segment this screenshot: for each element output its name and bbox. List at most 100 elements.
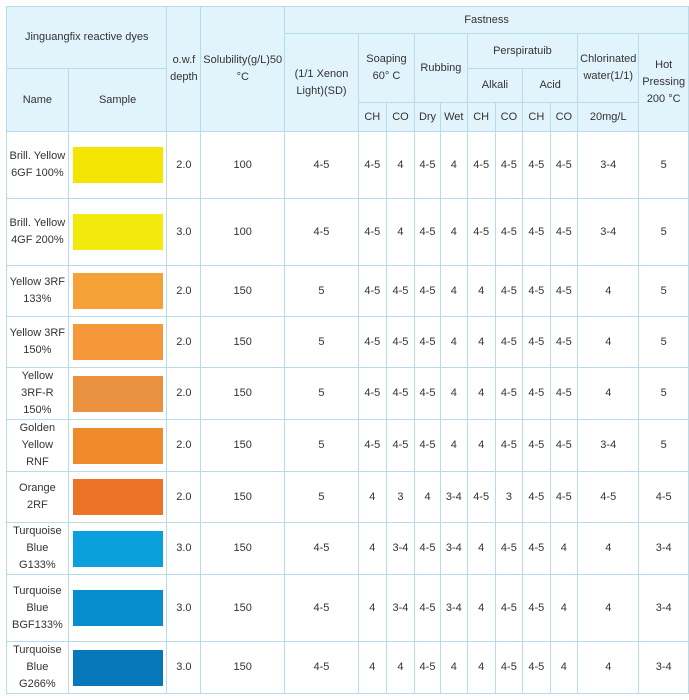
dye-name: Golden Yellow RNF [6, 419, 69, 472]
acid-ch-value: 4-5 [522, 522, 551, 575]
solubility-value: 150 [200, 641, 286, 694]
soaping-ch-value: 4-5 [357, 367, 387, 420]
acid-ch-value: 4-5 [522, 367, 551, 420]
sample-cell [67, 198, 168, 266]
rubbing-dry-value: 4-5 [414, 316, 441, 368]
reactive-dyes-fastness-table: Jinguangfix reactive dyes o.w.f depth So… [5, 6, 689, 694]
soaping-ch-value: 4-5 [357, 131, 387, 199]
alkali-ch-value: 4 [466, 367, 496, 420]
hot-pressing-value: 3-4 [638, 522, 689, 575]
soaping-header: Soaping 60° C [357, 33, 416, 103]
sample-cell [67, 641, 168, 694]
acid-co-value: 4-5 [549, 367, 579, 420]
light-fastness-value: 4-5 [284, 131, 359, 199]
alkali-ch-value: 4 [466, 265, 496, 317]
dye-name: Orange 2RF [6, 471, 69, 523]
chlorinated-water-header: Chlorinated water(1/1) [577, 33, 640, 103]
owf-depth-value: 3.0 [166, 641, 202, 694]
soaping-ch-value: 4-5 [357, 198, 387, 266]
owf-depth-value: 2.0 [166, 419, 202, 472]
chlorinated-water-value: 4 [577, 641, 640, 694]
dye-name: Brill. Yellow 4GF 200% [6, 198, 69, 266]
solubility-value: 150 [200, 471, 286, 523]
alkali-ch-value: 4 [466, 522, 496, 575]
owf-depth-value: 3.0 [166, 522, 202, 575]
rubbing-wet-value: 4 [439, 641, 468, 694]
soaping-co-value: 4 [385, 131, 416, 199]
hot-pressing-value: 5 [638, 419, 689, 472]
rubbing-dry-value: 4-5 [414, 522, 441, 575]
solubility-value: 150 [200, 367, 286, 420]
owf-depth-header: o.w.f depth [166, 6, 202, 132]
dye-row: Yellow 3RF-R 150% 2.0 150 5 4-5 4-5 4-5 … [6, 367, 689, 420]
solubility-value: 150 [200, 522, 286, 575]
acid-co-value: 4-5 [549, 316, 579, 368]
dye-row: Golden Yellow RNF 2.0 150 5 4-5 4-5 4-5 … [6, 419, 689, 472]
color-swatch [72, 324, 163, 360]
acid-ch-value: 4-5 [522, 316, 551, 368]
rubbing-wet-value: 4 [439, 198, 468, 266]
chlorinated-water-value: 4 [577, 574, 640, 642]
owf-depth-value: 2.0 [166, 367, 202, 420]
chlorinated-water-value: 3-4 [577, 131, 640, 199]
hot-pressing-value: 4-5 [638, 471, 689, 523]
solubility-value: 100 [200, 198, 286, 266]
owf-depth-value: 2.0 [166, 265, 202, 317]
rubbing-wet-value: 3-4 [439, 522, 468, 575]
color-swatch [72, 479, 163, 515]
color-swatch [72, 649, 163, 686]
solubility-value: 100 [200, 131, 286, 199]
rubbing-wet-value: 4 [439, 131, 468, 199]
alkali-ch-value: 4-5 [466, 131, 496, 199]
sample-cell [67, 316, 168, 368]
hot-pressing-value: 5 [638, 198, 689, 266]
rubbing-wet-value: 4 [439, 316, 468, 368]
alkali-co-value: 4-5 [494, 316, 524, 368]
chlorinated-water-value: 3-4 [577, 419, 640, 472]
chlorine-concentration-header: 20mg/L [577, 102, 640, 132]
sample-cell [67, 574, 168, 642]
acid-ch-value: 4-5 [522, 641, 551, 694]
alkali-co-value: 4-5 [494, 265, 524, 317]
alkali-co-value: 4-5 [494, 641, 524, 694]
product-line-header: Jinguangfix reactive dyes [5, 6, 168, 69]
acid-co-value: 4 [549, 522, 579, 575]
sample-cell [67, 419, 168, 472]
rubbing-dry-value: 4-5 [414, 574, 441, 642]
rubbing-wet-value: 3-4 [439, 574, 468, 642]
soaping-co-value: 4 [385, 641, 416, 694]
hot-pressing-value: 3-4 [638, 574, 689, 642]
sample-cell [67, 265, 168, 317]
acid-co-value: 4-5 [549, 419, 579, 472]
acid-ch-value: 4-5 [522, 471, 551, 523]
rubbing-header: Rubbing [414, 33, 468, 103]
acid-header: Acid [522, 68, 579, 103]
solubility-value: 150 [200, 316, 286, 368]
alkali-co-value: 3 [494, 471, 524, 523]
alkali-co-value: 4-5 [494, 131, 524, 199]
light-fastness-value: 4-5 [284, 574, 359, 642]
sample-cell [67, 131, 168, 199]
dye-row: Turquoise Blue G133% 3.0 150 4-5 4 3-4 4… [6, 522, 689, 575]
soaping-co-value: 3-4 [385, 522, 416, 575]
soaping-co-value: 3-4 [385, 574, 416, 642]
soaping-ch-value: 4 [357, 471, 387, 523]
light-fastness-value: 4-5 [284, 198, 359, 266]
light-fastness-value: 5 [284, 419, 359, 472]
color-swatch [72, 214, 163, 250]
acid-co-value: 4-5 [549, 265, 579, 317]
soaping-ch-value: 4-5 [357, 265, 387, 317]
sample-cell [67, 367, 168, 420]
acid-co-header: CO [549, 102, 579, 132]
owf-depth-value: 2.0 [166, 316, 202, 368]
hot-pressing-value: 5 [638, 316, 689, 368]
dye-row: Brill. Yellow 4GF 200% 3.0 100 4-5 4-5 4… [6, 198, 689, 266]
soaping-ch-value: 4 [357, 641, 387, 694]
light-fastness-value: 5 [284, 316, 359, 368]
color-swatch [72, 147, 163, 183]
dye-name: Yellow 3RF 133% [6, 265, 69, 317]
alkali-ch-header: CH [466, 102, 496, 132]
rubbing-dry-value: 4-5 [414, 367, 441, 420]
alkali-ch-value: 4 [466, 316, 496, 368]
rubbing-wet-value: 4 [439, 419, 468, 472]
